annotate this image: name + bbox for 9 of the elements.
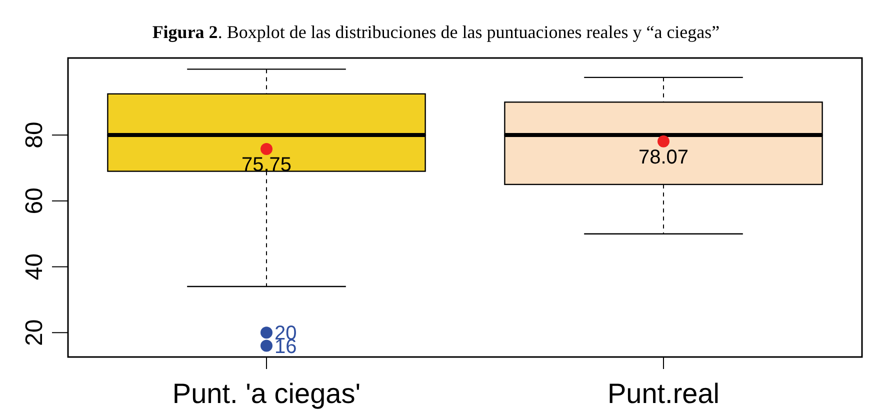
- annotation: 78.07: [638, 146, 689, 168]
- x-tick-label: Punt.real: [607, 378, 720, 409]
- y-tick-label: 40: [21, 253, 48, 280]
- chart-title: Figura 2. Boxplot de las distribuciones de las puntuaciones reales y “a ciegas”: [152, 22, 720, 42]
- y-tick-label: 80: [21, 122, 48, 148]
- y-tick-label: 20: [21, 319, 48, 346]
- x-tick-label: Punt. 'a ciegas': [172, 378, 361, 409]
- annotation: 75.75: [241, 154, 292, 176]
- y-tick-label: 60: [21, 188, 48, 214]
